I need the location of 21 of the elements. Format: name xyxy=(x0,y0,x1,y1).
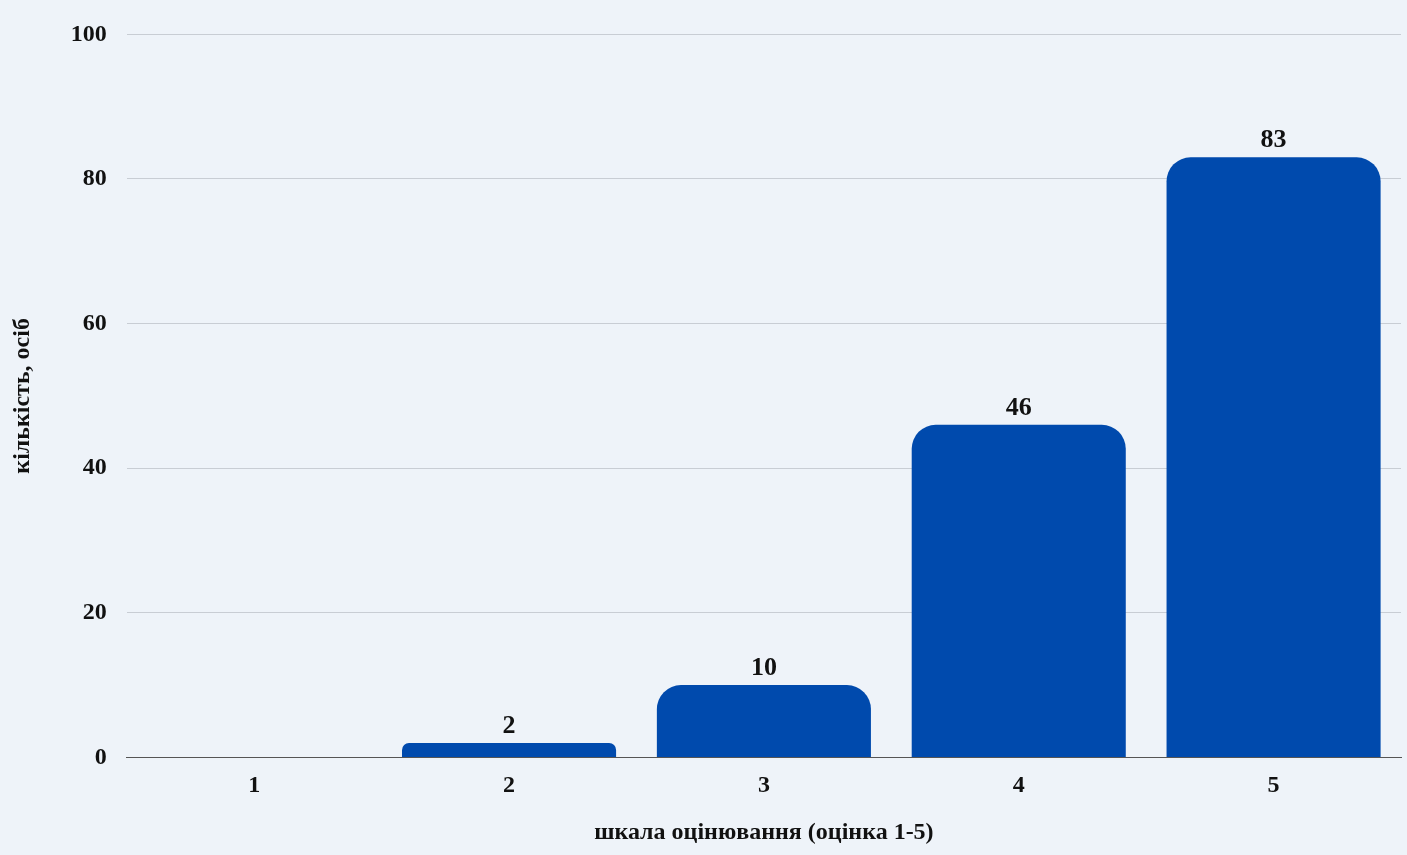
y-tick-label: 20 xyxy=(82,598,107,624)
y-tick-label: 40 xyxy=(82,453,107,480)
y-tick-label: 0 xyxy=(94,742,107,769)
x-tick-label: 3 xyxy=(757,771,770,797)
y-tick-label: 100 xyxy=(70,19,107,46)
bar xyxy=(402,742,617,757)
data-label: 46 xyxy=(1005,391,1032,421)
data-label: 10 xyxy=(750,651,777,681)
bar xyxy=(656,685,871,757)
bar xyxy=(1166,157,1381,757)
x-tick-label: 5 xyxy=(1267,771,1280,797)
data-label: 83 xyxy=(1260,124,1287,154)
bar xyxy=(911,424,1126,757)
x-tick-label: 4 xyxy=(1012,771,1025,797)
y-axis-title: кількість, осіб xyxy=(7,318,34,474)
x-tick-label: 2 xyxy=(503,771,516,797)
data-label: 2 xyxy=(502,709,516,739)
y-tick-label: 80 xyxy=(82,164,107,191)
x-axis-title: шкала оцінювання (оцінка 1-5) xyxy=(594,817,934,844)
y-tick-label: 60 xyxy=(82,308,107,335)
x-tick-label: 1 xyxy=(248,771,261,797)
